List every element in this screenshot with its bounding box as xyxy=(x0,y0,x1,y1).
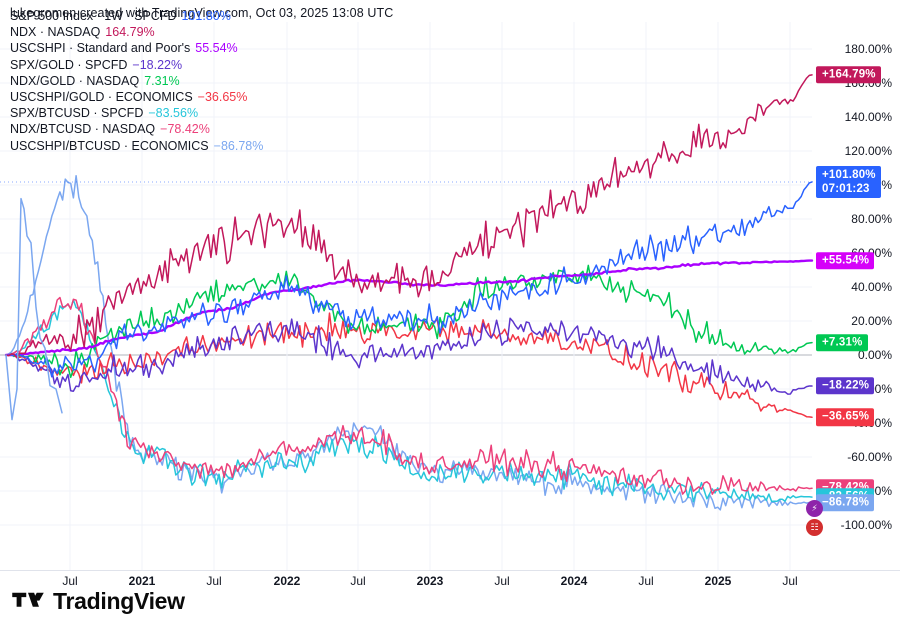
legend-item-label: SPX/GOLD · SPCFD xyxy=(10,57,128,72)
price-badge-value: +55.54% xyxy=(822,253,870,266)
tradingview-logo-icon xyxy=(12,592,44,607)
time-axis-tick: Jul xyxy=(782,574,798,588)
series-line[interactable] xyxy=(5,299,813,503)
chart-plot-area[interactable] xyxy=(0,22,900,570)
legend-item-value: −36.65% xyxy=(197,89,248,104)
legend-item-value: 55.54% xyxy=(195,41,238,56)
btc-symbol-badge[interactable]: ⚡ xyxy=(806,500,823,517)
footer-branding: TradingView xyxy=(12,588,185,615)
legend-item-value: −18.22% xyxy=(132,57,183,72)
legend-item-label: SPX/BTCUSD · SPCFD xyxy=(10,106,144,121)
price-badge[interactable]: +7.31% xyxy=(816,333,868,352)
series-line-covid-spike xyxy=(5,197,63,421)
legend-item[interactable]: NDX · NASDAQ 164.79% xyxy=(10,24,263,40)
price-badge-value: +101.80% xyxy=(822,168,876,181)
price-axis[interactable]: 180.00%160.00%140.00%120.00%100.00%80.00… xyxy=(812,22,900,570)
series-line[interactable] xyxy=(5,312,813,419)
price-badge[interactable]: −18.22% xyxy=(816,377,875,395)
price-axis-tick: -100.00% xyxy=(840,518,892,532)
series-line[interactable] xyxy=(5,181,813,378)
price-badge[interactable]: +101.80% 07:01:23 xyxy=(816,165,881,198)
legend-item-value: 7.31% xyxy=(144,73,180,88)
price-axis-tick: 120.00% xyxy=(844,144,892,158)
legend-item-label: NDX/GOLD · NASDAQ xyxy=(10,73,140,88)
legend-item-label: S&P 500 Index · 1W · SPCFD xyxy=(10,9,177,23)
legend-item-value: 164.79% xyxy=(105,25,155,40)
time-axis-tick: Jul xyxy=(62,574,78,588)
price-badge-value: −86.78% xyxy=(822,495,870,508)
price-axis-tick: 20.00% xyxy=(851,314,892,328)
time-axis[interactable]: Jul 2021 Jul 2022 Jul 2023 Jul 2024 Jul 2025 Jul xyxy=(0,570,900,593)
tradingview-wordmark: TradingView xyxy=(53,588,185,614)
time-axis-tick: Jul xyxy=(206,574,222,588)
series-line[interactable] xyxy=(5,264,813,379)
us-flag-symbol-badge[interactable]: ☷ xyxy=(806,519,823,536)
price-axis-tick: 140.00% xyxy=(844,110,892,124)
time-axis-tick: 2022 xyxy=(273,574,301,588)
legend-item[interactable]: NDX/GOLD · NASDAQ 7.31% xyxy=(10,73,263,89)
price-axis-tick: 0.00% xyxy=(857,348,892,362)
chart-legend: S&P 500 Index · 1W · SPCFD 101.80% NDX · N… xyxy=(10,8,263,154)
legend-item[interactable]: NDX/BTCUSD · NASDAQ −78.42% xyxy=(10,121,263,137)
price-axis-tick: 180.00% xyxy=(844,42,892,56)
legend-item[interactable]: S&P 500 Index · 1W · SPCFD 101.80% xyxy=(10,8,263,24)
legend-item[interactable]: USCSHPI/GOLD · ECONOMICS −36.65% xyxy=(10,89,263,105)
series-line[interactable] xyxy=(5,317,813,395)
legend-item[interactable]: USCSHPI/BTCUSD · ECONOMICS −86.78% xyxy=(10,138,263,154)
price-badge-value: +7.31% xyxy=(822,335,863,348)
series-line[interactable] xyxy=(4,259,814,357)
time-axis-tick: Jul xyxy=(494,574,510,588)
legend-item-label: USCSHPI · Standard and Poor's xyxy=(10,41,191,56)
legend-item-label: USCSHPI/BTCUSD · ECONOMICS xyxy=(10,138,209,153)
price-badge-countdown: 07:01:23 xyxy=(822,182,870,195)
legend-item-value: −83.56% xyxy=(148,106,199,121)
price-badge[interactable]: +164.79% xyxy=(816,66,881,84)
legend-item-value: −78.42% xyxy=(160,122,210,137)
price-badge[interactable]: +55.54% xyxy=(816,251,875,270)
time-axis-tick: 2025 xyxy=(704,574,732,588)
series-line[interactable] xyxy=(5,174,813,511)
price-axis-tick: 40.00% xyxy=(851,280,892,294)
price-axis-tick: -60.00% xyxy=(847,450,892,464)
legend-item-label: NDX/BTCUSD · NASDAQ xyxy=(10,122,156,137)
attribution-text: lukegromen created with TradingView.com,… xyxy=(10,6,394,20)
time-axis-tick: Jul xyxy=(638,574,654,588)
series-line[interactable] xyxy=(5,296,813,495)
legend-item-value: 101.80% xyxy=(181,9,231,23)
legend-item-value: −86.78% xyxy=(213,138,264,153)
chart-svg xyxy=(0,22,814,570)
legend-item-label: USCSHPI/GOLD · ECONOMICS xyxy=(10,89,193,104)
time-axis-tick: 2024 xyxy=(560,574,588,588)
legend-item[interactable]: SPX/GOLD · SPCFD −18.22% xyxy=(10,57,263,73)
time-axis-tick: 2023 xyxy=(416,574,444,588)
legend-item[interactable]: SPX/BTCUSD · SPCFD −83.56% xyxy=(10,105,263,121)
time-axis-tick: 2021 xyxy=(128,574,156,588)
price-badge[interactable]: −86.78% xyxy=(816,493,875,512)
legend-item-label: NDX · NASDAQ xyxy=(10,25,101,40)
price-badge-value: +164.79% xyxy=(822,68,876,81)
legend-item[interactable]: USCSHPI · Standard and Poor's 55.54% xyxy=(10,40,263,56)
time-axis-tick: Jul xyxy=(350,574,366,588)
series-line[interactable] xyxy=(5,74,813,359)
price-badge-value: −18.22% xyxy=(822,379,870,392)
price-badge-value: −36.65% xyxy=(822,410,870,423)
price-axis-tick: 80.00% xyxy=(851,212,892,226)
price-badge[interactable]: −36.65% xyxy=(816,408,875,427)
